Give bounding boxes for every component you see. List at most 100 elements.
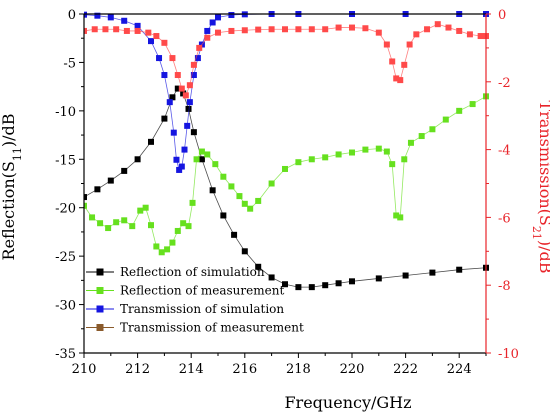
data-point: [335, 280, 342, 287]
data-point: [185, 223, 192, 230]
data-point: [295, 26, 302, 33]
data-point: [442, 116, 449, 123]
data-point: [241, 200, 248, 207]
y-left-tick-label: -35: [55, 347, 76, 362]
data-point: [134, 27, 141, 34]
data-point: [477, 33, 484, 40]
data-point: [228, 27, 235, 34]
data-point: [153, 33, 160, 40]
data-point: [401, 61, 408, 68]
data-point: [134, 22, 141, 29]
data-point: [198, 156, 205, 163]
data-point: [383, 41, 390, 48]
data-point: [84, 202, 87, 209]
data-point: [91, 26, 98, 33]
data-point: [282, 26, 288, 33]
legend-item: Transmission of simulation: [86, 302, 284, 316]
data-point: [174, 72, 181, 79]
data-point: [220, 173, 227, 180]
legend: Reflection of simulation Reflection of me…: [86, 265, 304, 335]
data-point: [148, 222, 154, 229]
data-point: [204, 34, 211, 41]
legend-marker: [96, 324, 104, 331]
data-point: [241, 248, 248, 255]
data-point: [247, 205, 254, 212]
legend-label: Reflection of measurement: [120, 284, 284, 298]
data-point: [198, 148, 205, 155]
series-line: [84, 23, 486, 97]
y-axis-right-label-sub: 21: [531, 226, 544, 240]
data-point: [190, 61, 197, 68]
data-point: [308, 156, 315, 163]
x-tick-label: 216: [232, 362, 257, 377]
legend-marker: [96, 268, 104, 276]
data-point: [424, 26, 431, 33]
y-right-tick-label: -6: [498, 211, 511, 226]
data-point: [113, 26, 120, 33]
data-point: [429, 269, 436, 276]
data-point: [169, 239, 176, 246]
data-point: [322, 26, 329, 33]
data-point: [407, 139, 414, 146]
data-point: [180, 220, 187, 227]
x-tick-label: 220: [340, 362, 365, 377]
data-point: [241, 27, 248, 34]
x-tick-label: 214: [179, 362, 204, 377]
data-point: [228, 12, 235, 19]
x-axis-label: Frequency/GHz: [284, 393, 411, 412]
legend-label: Reflection of simulation: [120, 265, 265, 279]
data-point: [173, 156, 180, 163]
y-left-tick-label: 0: [68, 8, 76, 23]
data-point: [393, 212, 400, 219]
data-point: [166, 99, 173, 106]
data-point: [362, 25, 369, 32]
legend-label: Transmission of measurement: [120, 321, 304, 335]
y-right-tick-label: -8: [498, 279, 511, 294]
data-point: [178, 85, 185, 92]
y-axis-right-label-end: )/dB: [536, 240, 550, 274]
series-line: [84, 87, 487, 288]
data-point: [389, 58, 396, 65]
data-point: [255, 263, 262, 270]
y-right-tick-label: -2: [498, 76, 511, 91]
data-point: [185, 105, 192, 112]
data-point: [406, 41, 413, 48]
data-point: [469, 101, 476, 108]
data-point: [220, 212, 227, 219]
data-point: [190, 129, 197, 136]
legend-marker: [96, 305, 104, 313]
data-point: [295, 159, 302, 166]
data-point: [397, 77, 404, 84]
data-point: [209, 187, 216, 194]
data-point: [161, 39, 168, 46]
data-point: [375, 145, 382, 152]
legend-item: Reflection of simulation: [86, 265, 265, 279]
data-point: [158, 249, 165, 256]
data-point: [153, 243, 160, 250]
data-point: [89, 214, 96, 221]
data-point: [402, 272, 409, 279]
data-point: [282, 281, 288, 288]
data-point: [129, 223, 136, 230]
data-point: [413, 31, 420, 38]
data-point: [134, 156, 141, 163]
legend-item: Reflection of measurement: [86, 284, 284, 298]
data-point: [434, 21, 441, 28]
data-point: [186, 99, 193, 106]
data-point: [456, 107, 463, 114]
data-point: [186, 82, 193, 89]
y-axis-left-label: Reflection(S11)/dB: [0, 114, 24, 261]
data-point: [209, 19, 216, 26]
data-point: [164, 246, 171, 253]
data-point: [148, 38, 154, 45]
data-point: [322, 154, 329, 161]
series-layer: [84, 11, 489, 291]
data-point: [429, 126, 436, 133]
data-point: [194, 55, 201, 62]
data-point: [189, 199, 196, 206]
data-point: [102, 26, 109, 33]
data-point: [190, 72, 197, 79]
data-point: [466, 31, 473, 38]
data-point: [295, 284, 302, 291]
data-point: [401, 156, 408, 163]
